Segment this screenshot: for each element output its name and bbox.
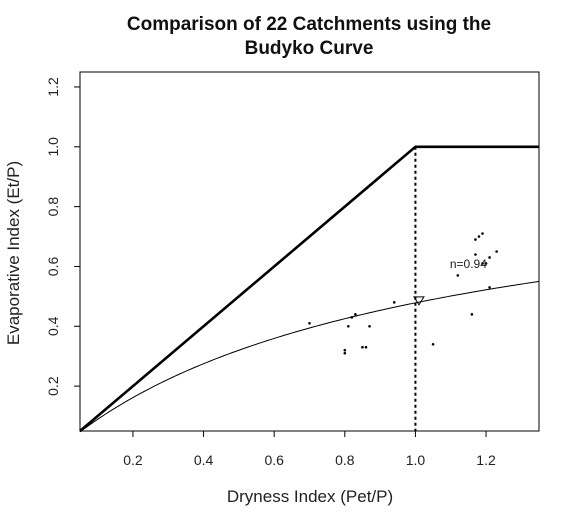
catchment-point bbox=[474, 238, 477, 241]
catchment-point bbox=[343, 351, 347, 355]
mean-marker bbox=[413, 296, 425, 306]
catchment-point bbox=[474, 253, 477, 256]
x-tick-label: 0.2 bbox=[123, 452, 143, 468]
catchment-point bbox=[343, 348, 347, 352]
catchment-points bbox=[308, 232, 498, 355]
catchment-point bbox=[470, 313, 474, 316]
catchment-point bbox=[308, 322, 311, 325]
catchment-point bbox=[488, 256, 491, 259]
curve-annotation: n=0.94 bbox=[450, 257, 487, 271]
x-axis-label: Dryness Index (Pet/P) bbox=[227, 487, 393, 506]
plot-frame bbox=[79, 71, 540, 432]
catchment-point bbox=[477, 235, 481, 238]
y-axis: 0.2 0.4 0.6 0.8 1.0 1.2 bbox=[45, 77, 80, 396]
y-tick-label: 1.2 bbox=[45, 77, 61, 97]
catchment-point bbox=[481, 232, 484, 235]
catchment-point bbox=[481, 262, 484, 265]
x-tick-label: 0.8 bbox=[335, 452, 355, 468]
catchment-point bbox=[484, 262, 488, 265]
catchment-point bbox=[456, 274, 460, 277]
y-tick-label: 0.2 bbox=[45, 376, 61, 396]
y-axis-label: Evaporative Index (Et/P) bbox=[4, 161, 23, 345]
y-tick-label: 0.4 bbox=[45, 316, 61, 336]
chart-title-line2: Budyko Curve bbox=[245, 38, 374, 59]
y-tick-label: 1.0 bbox=[45, 137, 61, 157]
x-axis: 0.2 0.4 0.6 0.8 1.0 1.2 bbox=[123, 431, 496, 468]
x-tick-label: 0.4 bbox=[194, 452, 214, 468]
chart-title-line1: Comparison of 22 Catchments using the bbox=[127, 14, 491, 35]
catchment-point bbox=[364, 345, 368, 349]
catchment-point bbox=[347, 324, 350, 328]
catchment-point bbox=[361, 345, 364, 349]
energy-water-limit-line bbox=[79, 145, 539, 432]
catchment-point bbox=[350, 316, 354, 319]
catchment-point bbox=[431, 342, 435, 346]
catchment-point bbox=[392, 301, 396, 304]
budyko-curve bbox=[79, 280, 540, 433]
x-tick-label: 0.6 bbox=[264, 452, 284, 468]
catchment-point bbox=[368, 324, 371, 328]
catchment-point bbox=[488, 286, 491, 289]
x-tick-label: 1.0 bbox=[406, 452, 426, 468]
y-tick-label: 0.6 bbox=[45, 257, 61, 277]
x-tick-label: 1.2 bbox=[476, 452, 496, 468]
catchment-point bbox=[495, 250, 498, 253]
y-tick-label: 0.8 bbox=[45, 197, 61, 217]
catchment-point bbox=[354, 313, 357, 316]
